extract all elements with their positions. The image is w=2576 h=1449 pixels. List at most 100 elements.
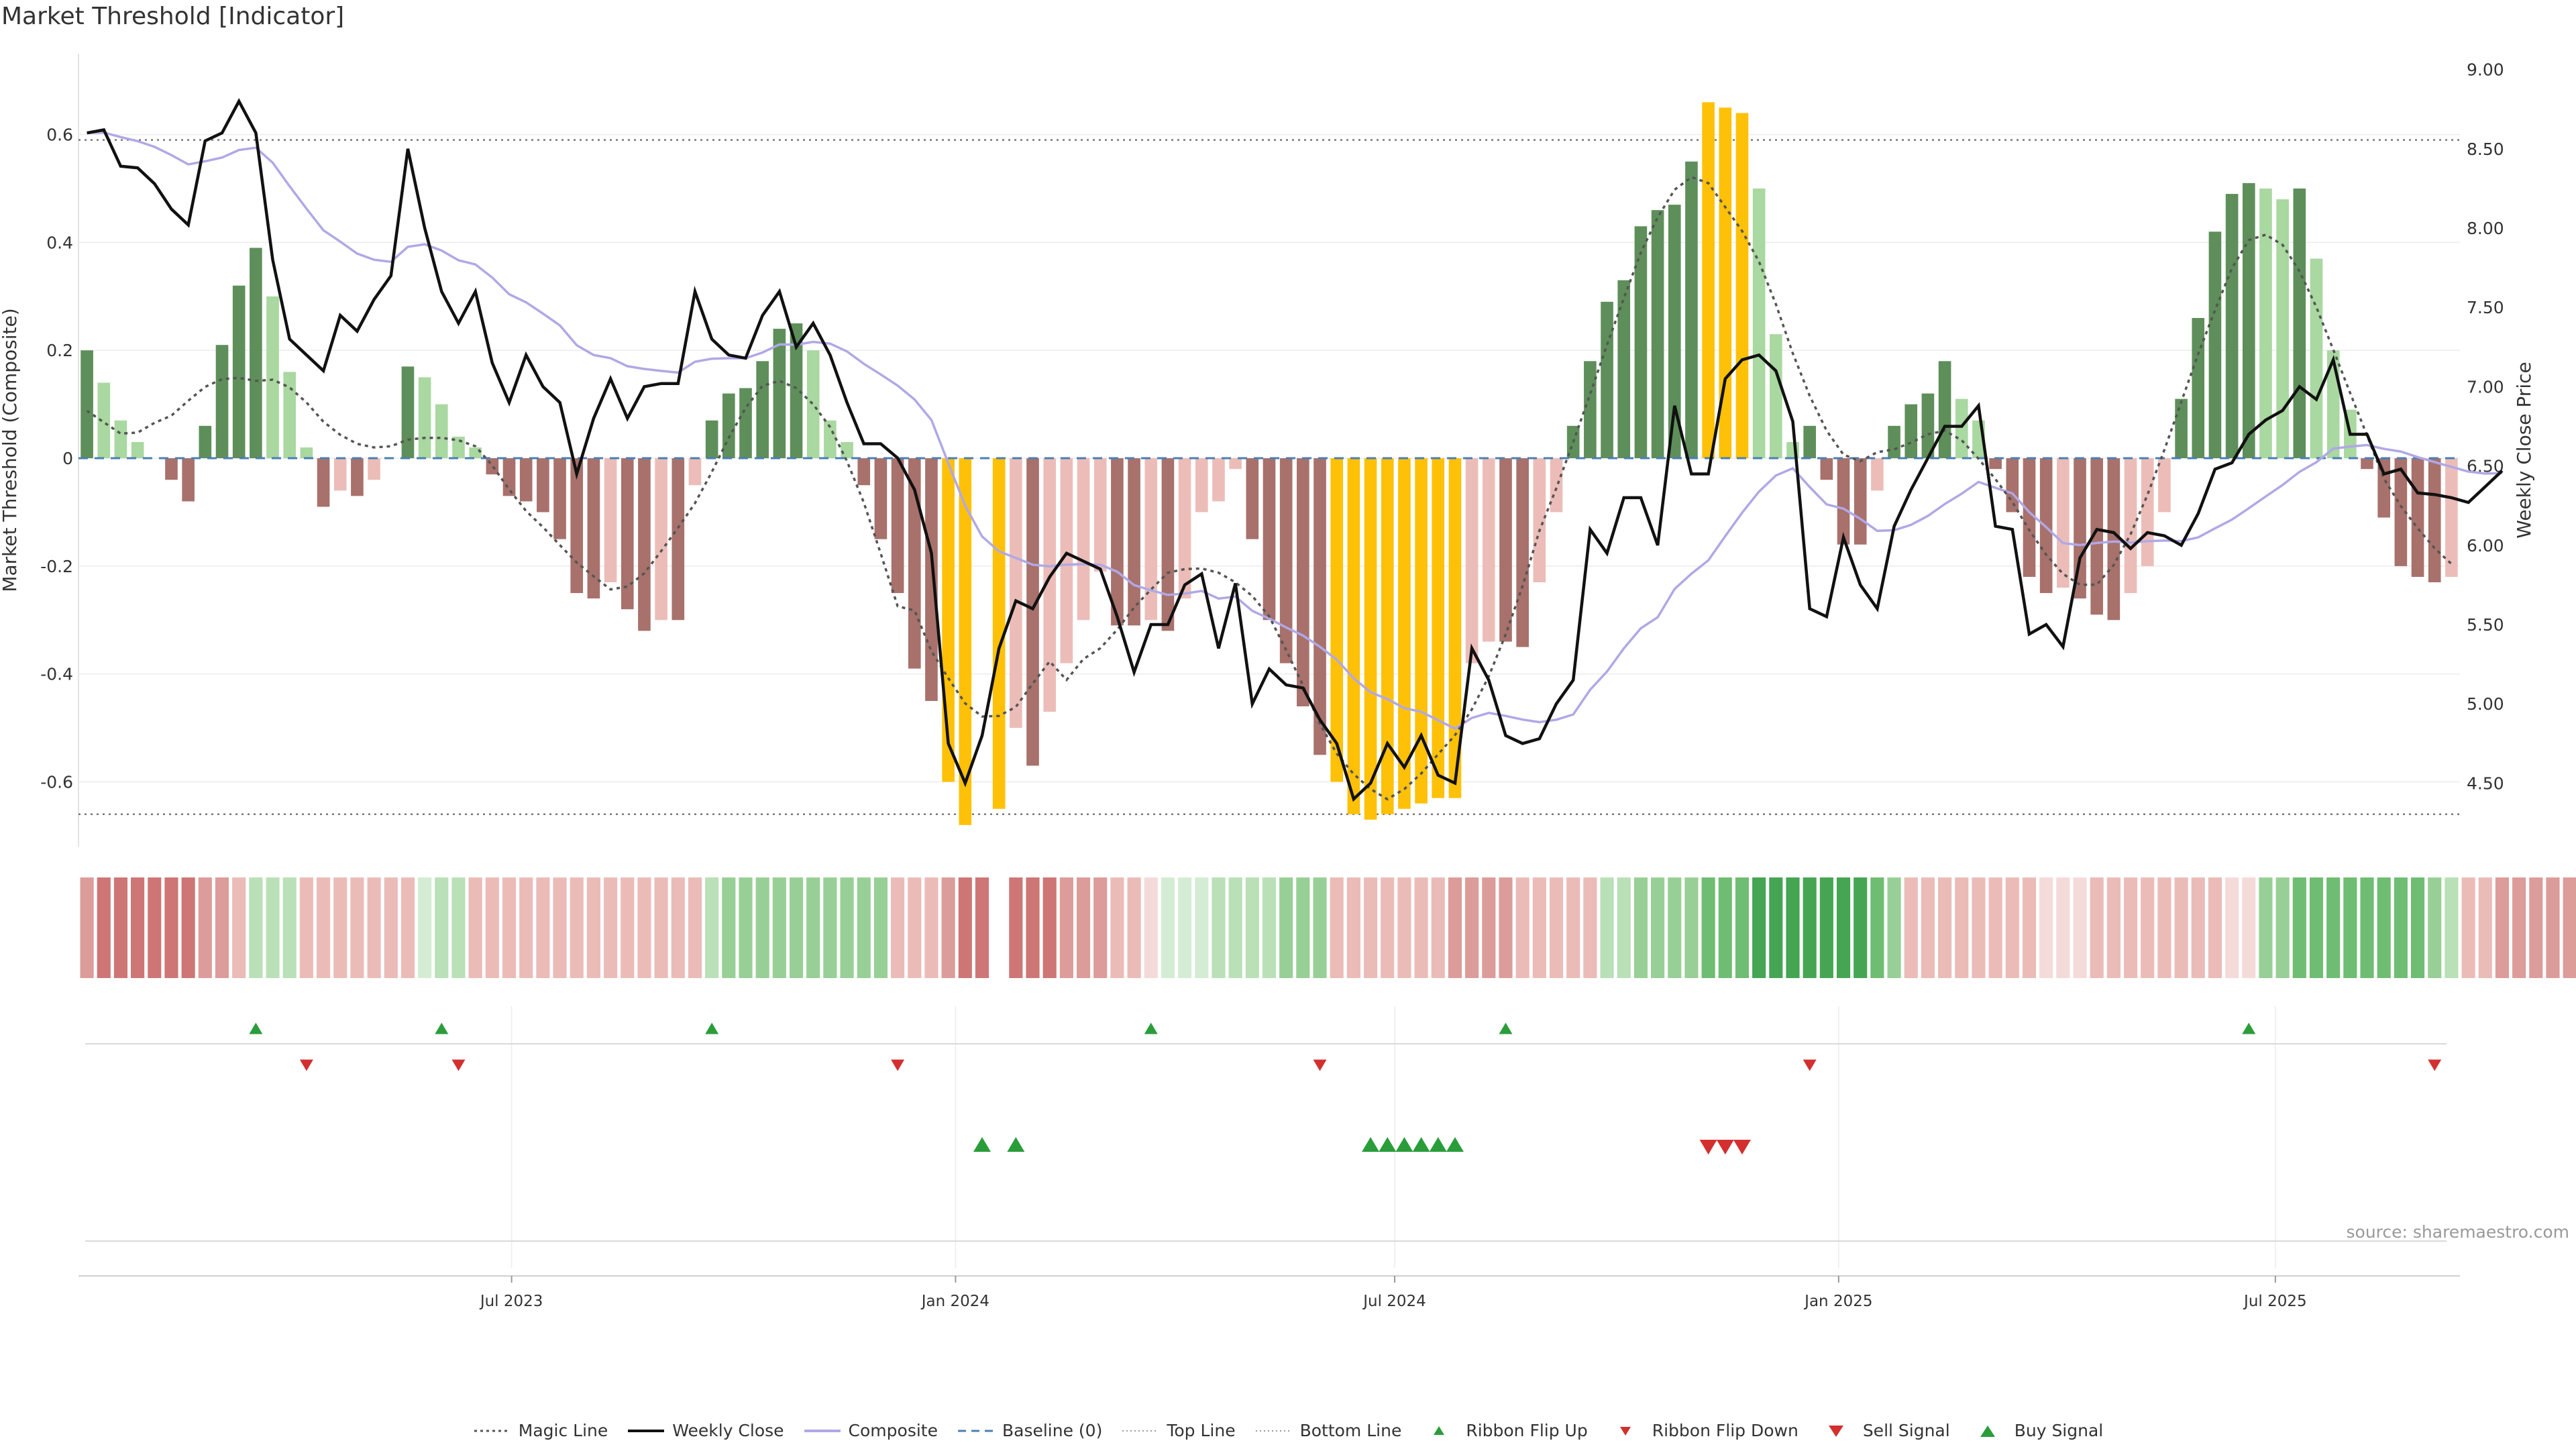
buy-signal-marker: [973, 1136, 991, 1152]
x-tick-label: Jul 2024: [1362, 1293, 1426, 1310]
x-tick-label: Jul 2025: [2243, 1293, 2307, 1310]
ribbon-flip-down-marker: [1803, 1059, 1817, 1071]
ribbon-cell: [2546, 877, 2560, 978]
ribbon-cell: [1110, 877, 1124, 978]
right-tick-label: 8.50: [2467, 140, 2504, 159]
ribbon-cell: [502, 877, 517, 978]
ribbon-cell: [400, 877, 415, 978]
threshold-bar: [705, 420, 718, 459]
threshold-bar: [2428, 458, 2441, 582]
threshold-bar: [1144, 458, 1158, 621]
threshold-bar: [401, 366, 415, 459]
legend-label: Weekly Close: [672, 1421, 784, 1440]
ribbon-flip-up-marker: [2242, 1022, 2256, 1034]
ribbon-cell: [1397, 877, 1411, 978]
ribbon-flip-down-marker: [1313, 1059, 1327, 1071]
ribbon-cell: [1600, 877, 1614, 978]
threshold-bar: [1026, 458, 1039, 766]
ribbon-cell: [1633, 877, 1648, 978]
ribbon-cell: [789, 877, 804, 978]
ribbon-cell: [654, 877, 668, 978]
buy-signal-marker: [1446, 1136, 1464, 1152]
ribbon-cell: [1178, 877, 1192, 978]
right-axis-label: Weekly Close Price: [2513, 362, 2535, 538]
buy-signal-marker: [1362, 1136, 1380, 1152]
legend-item: Ribbon Flip Up: [1420, 1421, 1588, 1440]
ribbon-cell: [1448, 877, 1462, 978]
threshold-bar: [722, 393, 735, 459]
threshold-bar: [1398, 458, 1411, 809]
ribbon-cell: [1515, 877, 1529, 978]
right-tick-label: 6.00: [2467, 536, 2504, 555]
threshold-bar: [502, 458, 516, 496]
ribbon-flip-up-marker: [249, 1022, 263, 1034]
threshold-bar: [1651, 210, 1664, 459]
threshold-bar: [1770, 334, 1782, 459]
legend-item: Weekly Close: [627, 1421, 784, 1440]
left-tick-label: 0: [62, 449, 73, 468]
ribbon-cell: [1870, 877, 1884, 978]
ribbon-cell: [2563, 877, 2576, 978]
ribbon-cell: [873, 877, 888, 978]
ribbon-cell: [2191, 877, 2205, 978]
left-tick-label: 0.6: [46, 125, 73, 145]
threshold-bar: [1111, 458, 1124, 626]
ribbon-cell: [2225, 877, 2239, 978]
ribbon-cell: [2141, 877, 2155, 978]
threshold-bar: [1465, 458, 1479, 663]
legend-label: Top Line: [1167, 1421, 1236, 1440]
right-tick-label: 5.50: [2467, 615, 2504, 635]
ribbon-cell: [1972, 877, 1986, 978]
threshold-bar: [1128, 458, 1140, 626]
magic-line: [86, 176, 2453, 801]
threshold-bar: [1854, 458, 1867, 545]
ribbon-cell: [1431, 877, 1445, 978]
ribbon-cell: [468, 877, 482, 978]
threshold-bar: [2445, 458, 2458, 577]
ribbon-cell: [1904, 877, 1918, 978]
ribbon-cell: [1532, 877, 1546, 978]
ribbon-cell: [1651, 877, 1665, 978]
threshold-bar: [2225, 194, 2239, 459]
threshold-bar: [841, 441, 853, 459]
threshold-bar: [232, 285, 246, 459]
ribbon-cell: [148, 877, 162, 978]
left-tick-label: -0.4: [40, 665, 73, 684]
threshold-bar: [587, 458, 600, 599]
threshold-bar: [1347, 458, 1360, 814]
ribbon-cell: [2377, 877, 2391, 978]
ribbon-cell: [1414, 877, 1428, 978]
sell-signal-marker: [1733, 1139, 1751, 1155]
threshold-bar: [1550, 458, 1563, 513]
legend-item: Magic Line: [473, 1421, 608, 1440]
ribbon-cell: [2056, 877, 2070, 978]
threshold-bar: [1010, 458, 1022, 729]
chart-plot-area: -0.6-0.4-0.200.20.40.64.505.005.506.006.…: [0, 54, 2576, 1310]
ribbon-flip-down-marker: [2428, 1059, 2442, 1071]
ribbon-cell: [637, 877, 651, 978]
ribbon-cell: [249, 877, 263, 978]
legend-label: Composite: [848, 1421, 938, 1440]
right-tick-label: 4.50: [2467, 773, 2504, 793]
ribbon-cell: [1955, 877, 1969, 978]
threshold-bar: [1888, 425, 1900, 459]
buy-signal-marker: [1007, 1136, 1025, 1152]
threshold-bar: [1448, 458, 1462, 798]
ribbon-cell: [198, 877, 212, 978]
legend-item: Composite: [803, 1421, 938, 1440]
ribbon-cell: [232, 877, 246, 978]
threshold-bar: [2158, 458, 2171, 513]
ribbon-cell: [2529, 877, 2543, 978]
ribbon-cell: [350, 877, 364, 978]
left-axis-label: Market Threshold (Composite): [0, 308, 21, 592]
threshold-bar: [1719, 107, 1732, 459]
ribbon-cell: [570, 877, 584, 978]
ribbon-cell: [2005, 877, 2019, 978]
small-down-triangle-icon: [1619, 1426, 1631, 1436]
threshold-bar: [1432, 458, 1445, 798]
ribbon-cell: [722, 877, 736, 978]
ribbon-cell: [1465, 877, 1479, 978]
ribbon-cell: [975, 877, 989, 978]
ribbon-cell: [1161, 877, 1175, 978]
